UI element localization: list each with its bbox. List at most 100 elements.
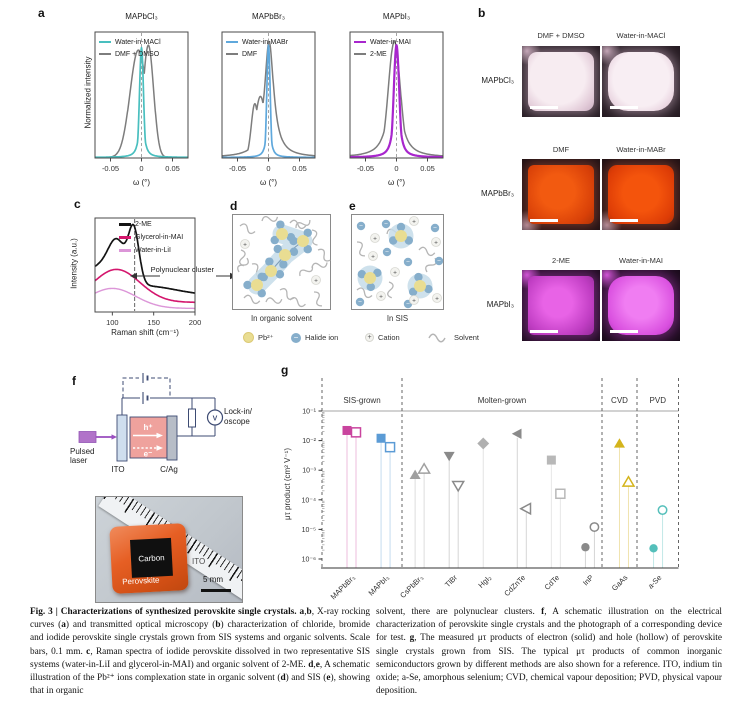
svg-text:−: −	[406, 259, 410, 266]
micrograph-row-label: MAPbCl₃	[481, 76, 514, 85]
panel-e-label: e	[349, 199, 356, 213]
annotation-arrows	[130, 272, 237, 280]
ito-label: ITO	[111, 465, 125, 474]
svg-text:−: −	[437, 258, 441, 265]
scale-bar	[530, 106, 558, 109]
legend-item: Water-in-LiI	[119, 244, 183, 257]
legend-item: 2-ME	[354, 48, 411, 60]
panel-f-label: f	[72, 374, 76, 388]
svg-text:0: 0	[394, 164, 398, 173]
x-axis-label: ω (°)	[133, 178, 150, 187]
svg-text:−: −	[406, 301, 410, 308]
svg-text:CVD: CVD	[611, 396, 628, 405]
svg-text:0: 0	[266, 164, 270, 173]
svg-text:TlBr: TlBr	[443, 573, 459, 589]
caption-left-column: Fig. 3 | Characterizations of synthesize…	[30, 607, 370, 697]
svg-text:100: 100	[106, 318, 119, 327]
x-axis-label: ω (°)	[260, 178, 277, 187]
chart-title: MAPbI₃	[382, 12, 411, 21]
legend-swatch	[119, 236, 131, 239]
ito-photo-label: ITO	[192, 557, 206, 566]
svg-text:CdZnTe: CdZnTe	[502, 573, 527, 598]
rocking-curve-plot: -0.05 0 0.05	[94, 31, 189, 173]
svg-text:MAPbBr₃: MAPbBr₃	[329, 573, 357, 601]
micrograph-mapbbr3-dmf	[522, 159, 600, 230]
mu-tau-chart: SIS-grown Molten-grown CVD PVD 10⁻¹ 10⁻² 10⁻³ 1…	[283, 378, 679, 601]
svg-text:−: −	[433, 225, 437, 232]
perovskite-label: Perovskite	[121, 575, 160, 587]
panel-d-label: d	[230, 199, 238, 213]
scale-bar	[610, 219, 638, 222]
micrograph-header: Water-in-MAI	[619, 256, 663, 265]
cag-label: C/Ag	[160, 465, 178, 474]
lockin-label: Lock-in/ oscope	[224, 407, 253, 426]
svg-text:V: V	[213, 415, 218, 422]
svg-text:-0.05: -0.05	[229, 164, 246, 173]
micrograph-mapbcl3-water-in-macl	[602, 46, 680, 117]
crystal	[528, 52, 594, 111]
svg-text:10⁻⁴: 10⁻⁴	[302, 497, 317, 504]
scale-bar	[530, 219, 558, 222]
svg-text:CdTe: CdTe	[543, 573, 562, 592]
crystal	[608, 165, 674, 224]
svg-text:μτ product (cm² V⁻¹): μτ product (cm² V⁻¹)	[283, 448, 292, 520]
micrograph-mapbcl3-dmf-dmso	[522, 46, 600, 117]
legend-swatch	[99, 52, 111, 56]
legend-swatch	[99, 40, 111, 44]
rocking-chart-mapbi3: MAPbI₃ -0.05 0 0.05 Water-in-MAI 2-ME ω (°…	[313, 8, 448, 200]
svg-text:−: −	[359, 223, 363, 230]
svg-text:+: +	[412, 297, 416, 304]
cation-icon: +	[365, 333, 374, 342]
svg-text:+: +	[393, 269, 397, 276]
legend-swatch	[226, 40, 238, 44]
svg-text:+: +	[373, 235, 377, 242]
legend-item: Water-in-MACl	[99, 36, 161, 48]
solvent-squiggle-icon	[428, 333, 446, 342]
svg-text:Molten-grown: Molten-grown	[478, 396, 526, 405]
panel-b-label: b	[478, 6, 486, 20]
svg-text:10⁻²: 10⁻²	[302, 438, 316, 445]
svg-text:SIS-grown: SIS-grown	[343, 396, 380, 405]
svg-text:+: +	[371, 253, 375, 260]
svg-text:+: +	[434, 239, 438, 246]
polynuclear-cluster-annotation: Polynuclear cluster	[150, 265, 214, 274]
svg-text:e⁻: e⁻	[144, 450, 153, 459]
svg-text:0.05: 0.05	[420, 164, 435, 173]
micrograph-mapbbr3-water-in-mabr	[602, 159, 680, 230]
crystal	[528, 165, 594, 224]
svg-text:10⁻⁶: 10⁻⁶	[302, 557, 316, 564]
sis-schematic: − −−−− −− −++++++ ++	[351, 214, 444, 310]
svg-text:−: −	[358, 299, 362, 306]
scale-label: 5 mm	[203, 575, 223, 584]
svg-text:+: +	[412, 218, 416, 225]
svg-text:HgI₂: HgI₂	[476, 573, 493, 590]
raman-chart: Intensity (a.u.) 100 150 200 2-ME Glycerol…	[62, 196, 277, 348]
legend-swatch	[354, 40, 366, 44]
scale-bar	[610, 106, 638, 109]
svg-text:−: −	[385, 249, 389, 256]
x-axis-label: Raman shift (cm⁻¹)	[111, 328, 179, 337]
panel-g-label: g	[281, 363, 289, 377]
organic-solvent-schematic: ++	[232, 214, 331, 310]
legend-item-halide: − Halide ion	[291, 331, 338, 344]
svg-text:h⁺: h⁺	[143, 423, 152, 432]
legend-item: DMF + DMSO	[99, 48, 161, 60]
chart-legend: Water-in-MABr DMF	[226, 36, 288, 60]
panel-a-label: a	[38, 6, 45, 20]
micrograph-row-label: MAPbBr₃	[480, 189, 514, 198]
device-schematic: h⁺ e⁻ V	[78, 373, 224, 462]
legend-item: Water-in-MABr	[226, 36, 288, 48]
legend-swatch	[226, 52, 238, 56]
legend-item: DMF	[226, 48, 288, 60]
svg-text:InP: InP	[581, 573, 595, 587]
svg-text:0.05: 0.05	[292, 164, 307, 173]
halide-ion-icon: −	[291, 332, 301, 343]
rocking-chart-mapbbr3: MAPbBr₃ -0.05 0 0.05 Water-in-MABr DMF ω (…	[185, 8, 320, 200]
svg-text:MAPbI₃: MAPbI₃	[367, 573, 391, 597]
schematic-caption: In SIS	[386, 314, 409, 323]
micrograph-header: Water-in-MABr	[616, 145, 666, 154]
legend-item-cation: + Cation	[365, 331, 400, 344]
chart-legend: Water-in-MAI 2-ME	[354, 36, 411, 60]
rocking-curve-plot: -0.05 0 0.05	[221, 31, 316, 173]
micrograph-header: DMF + DMSO	[537, 31, 585, 40]
